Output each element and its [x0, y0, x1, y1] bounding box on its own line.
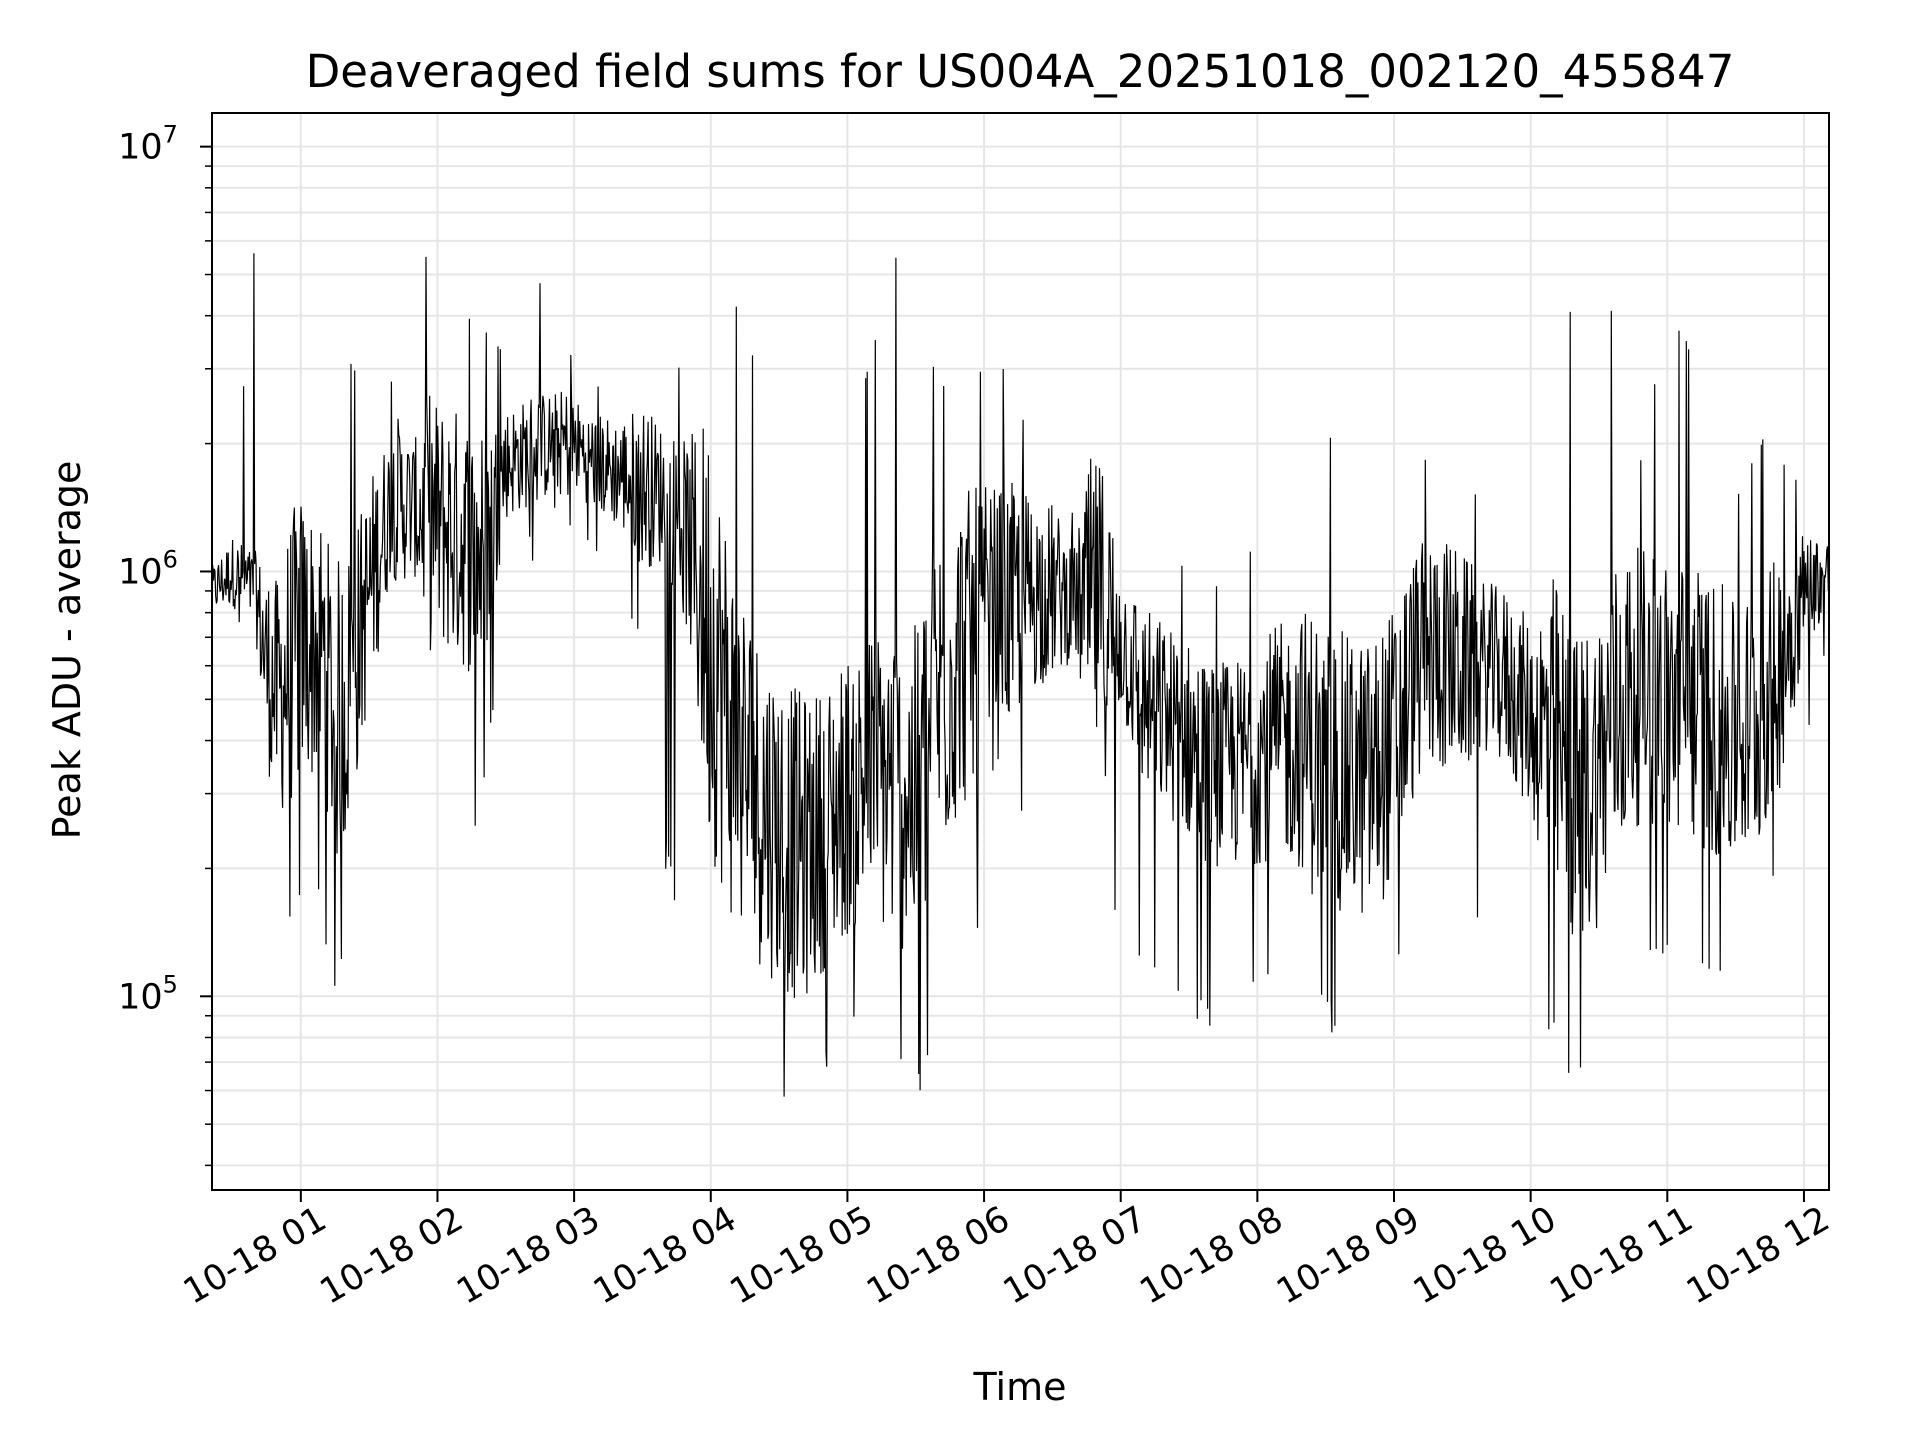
- y-tick-label: 105: [118, 970, 178, 1017]
- series-line: [211, 253, 1830, 1097]
- series-line-path: [211, 253, 1830, 1097]
- y-axis-label: Peak ADU - average: [45, 461, 89, 840]
- y-tick-label: 106: [118, 545, 178, 592]
- y-tick-label: 107: [118, 121, 178, 168]
- x-axis-label: Time: [973, 1365, 1067, 1409]
- plot-frame: [211, 112, 1830, 1191]
- y-axis-ticks: 105 106 107: [118, 121, 212, 1167]
- chart-title: Deaveraged field sums for US004A_2025101…: [306, 45, 1735, 98]
